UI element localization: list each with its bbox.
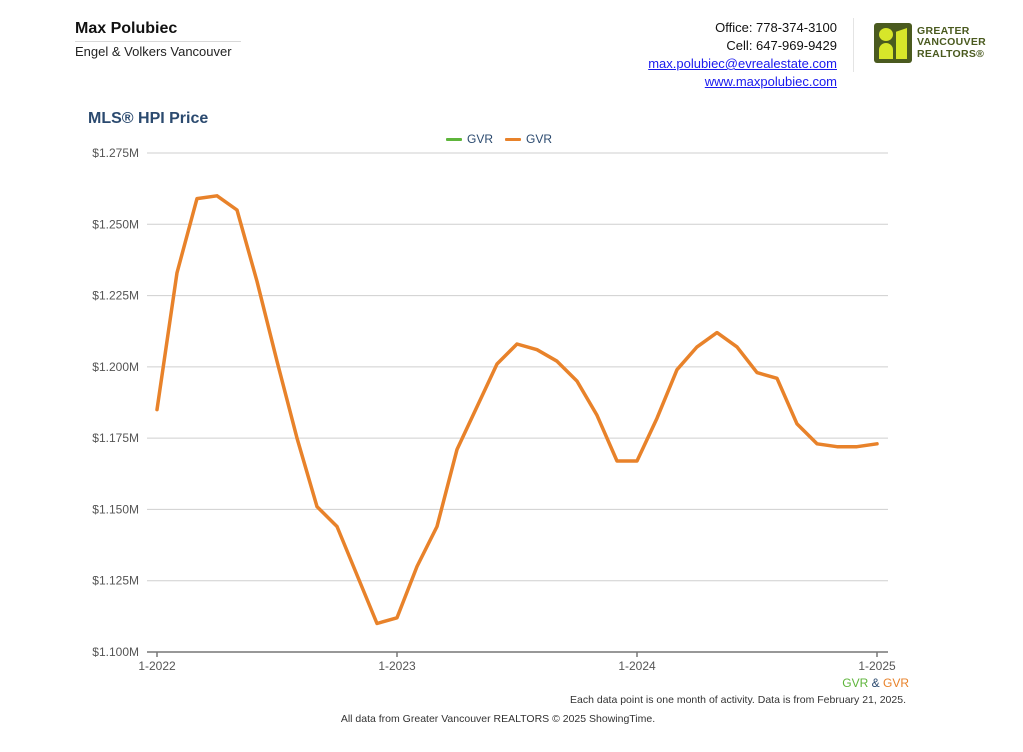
- chart-footnote: Each data point is one month of activity…: [570, 694, 906, 706]
- chart-legend: GVR GVR: [446, 132, 564, 146]
- cell-phone: Cell: 647-969-9429: [726, 38, 837, 53]
- y-axis-labels: $1.100M $1.125M $1.150M $1.175M $1.200M $1.22…: [92, 146, 139, 659]
- svg-text:$1.275M: $1.275M: [92, 146, 139, 160]
- header-divider: [853, 18, 854, 72]
- svg-text:$1.225M: $1.225M: [92, 289, 139, 303]
- svg-text:$1.125M: $1.125M: [92, 574, 139, 588]
- svg-text:1-2024: 1-2024: [618, 659, 656, 673]
- series-note: GVR & GVR: [842, 676, 909, 690]
- svg-text:1-2025: 1-2025: [858, 659, 896, 673]
- svg-text:$1.200M: $1.200M: [92, 360, 139, 374]
- legend-item-gvr-green[interactable]: GVR: [446, 132, 493, 146]
- svg-text:$1.175M: $1.175M: [92, 431, 139, 445]
- gvr-logo-icon: [874, 23, 912, 63]
- svg-text:$1.150M: $1.150M: [92, 502, 139, 516]
- series-line-gvr: [155, 194, 879, 626]
- website-link[interactable]: www.maxpolubiec.com: [704, 74, 837, 89]
- gvr-logo: GREATER VANCOUVER REALTORS®: [874, 23, 986, 63]
- legend-item-gvr-orange[interactable]: GVR: [505, 132, 552, 146]
- svg-text:$1.100M: $1.100M: [92, 645, 139, 659]
- agent-info: Max Polubiec Engel & Volkers Vancouver: [75, 19, 241, 61]
- svg-text:1-2022: 1-2022: [138, 659, 176, 673]
- svg-text:$1.250M: $1.250M: [92, 217, 139, 231]
- chart-gridlines: [147, 152, 888, 653]
- email-link[interactable]: max.polubiec@evrealestate.com: [648, 56, 837, 71]
- chart-title: MLS® HPI Price: [88, 110, 209, 127]
- legend-swatch-orange-icon: [505, 137, 522, 141]
- legend-swatch-green-icon: [446, 137, 462, 141]
- x-axis: 1-2022 1-2023 1-2024 1-2025: [138, 652, 896, 673]
- contact-info: Office: 778-374-3100 Cell: 647-969-9429 …: [648, 19, 837, 91]
- agent-name: Max Polubiec: [75, 19, 241, 42]
- svg-text:1-2023: 1-2023: [378, 659, 416, 673]
- office-phone: Office: 778-374-3100: [715, 20, 837, 35]
- agent-company: Engel & Volkers Vancouver: [75, 44, 232, 59]
- gvr-logo-text: GREATER VANCOUVER REALTORS®: [917, 24, 987, 60]
- data-source: All data from Greater Vancouver REALTORS…: [340, 713, 656, 725]
